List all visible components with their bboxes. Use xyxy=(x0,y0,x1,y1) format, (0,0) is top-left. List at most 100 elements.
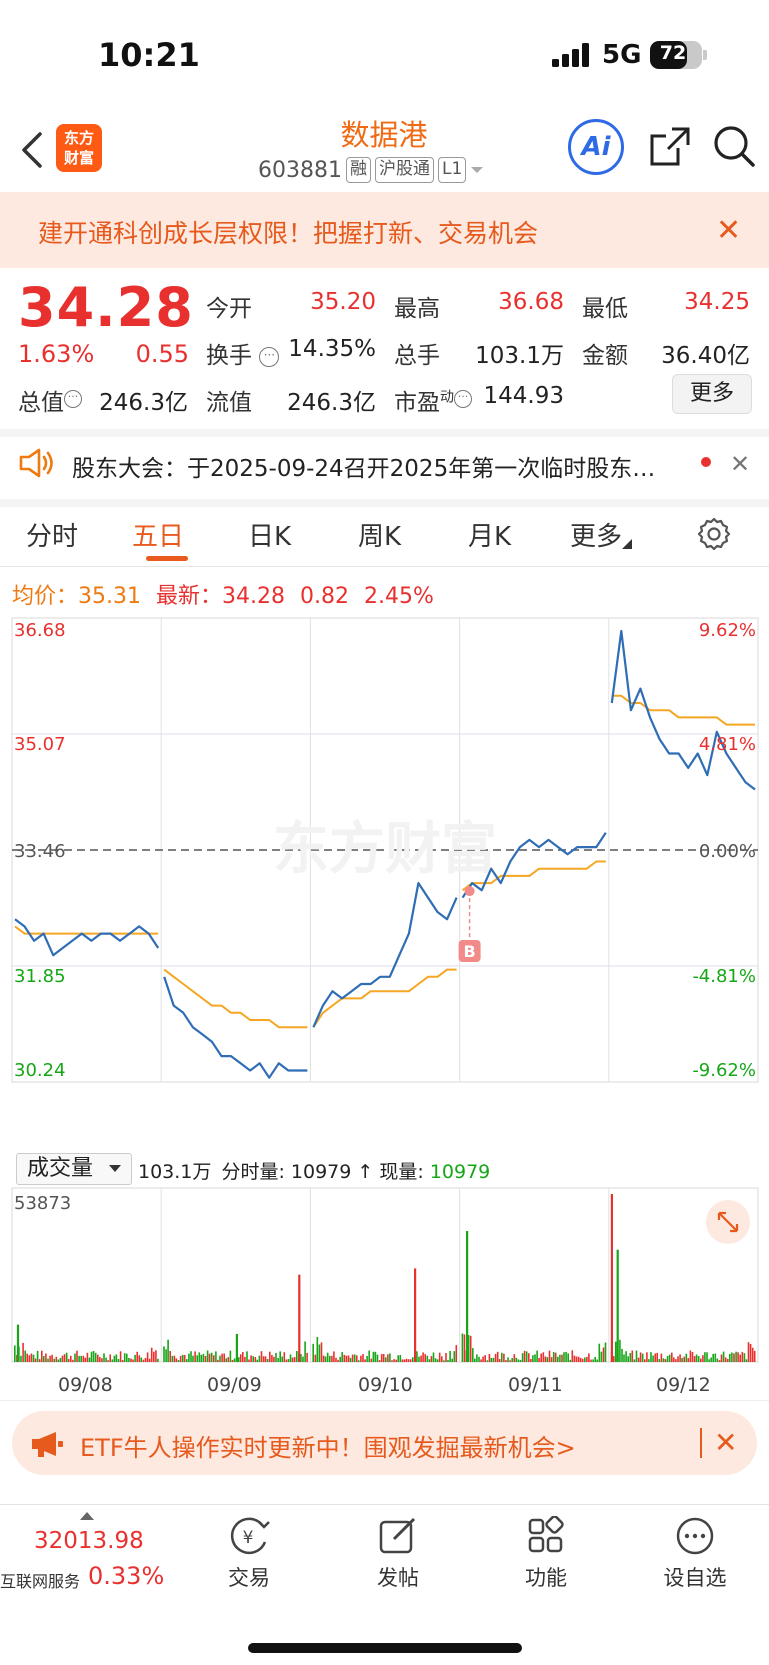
ai-button[interactable]: Ai xyxy=(568,119,624,175)
volume-bar xyxy=(105,1357,107,1362)
promo-banner[interactable] xyxy=(0,192,769,268)
five-day-chart[interactable]: 东方财富 B 36.68 9.62% 35.07 4.81% 33.46 0.00% 31.… xyxy=(0,610,769,1370)
volume-bar xyxy=(138,1355,141,1362)
volume-bar xyxy=(432,1352,435,1362)
indicator-select[interactable]: 成交量 xyxy=(16,1153,132,1185)
share-icon[interactable] xyxy=(648,126,692,168)
volume-bar xyxy=(351,1354,354,1362)
volume-bar xyxy=(405,1358,408,1362)
volume-bar xyxy=(420,1355,422,1362)
avg-line xyxy=(312,968,457,1028)
tab-weekly-k[interactable]: 周K xyxy=(358,522,402,552)
stock-name[interactable]: 数据港 xyxy=(340,118,428,152)
price-lines xyxy=(14,629,756,1079)
volume-bar xyxy=(70,1355,72,1362)
volume-bar xyxy=(20,1355,22,1362)
volume-bar xyxy=(662,1358,665,1362)
volume-bar xyxy=(702,1355,704,1362)
notice-close-button[interactable]: ✕ xyxy=(730,450,751,478)
volume-bar xyxy=(101,1358,103,1362)
corner-caret-icon xyxy=(622,539,633,549)
volume-bar xyxy=(244,1356,246,1362)
nav-watchlist[interactable]: 设自选 xyxy=(650,1516,740,1592)
pe-sup: 动 xyxy=(440,389,454,406)
avg-line xyxy=(461,860,606,892)
volume-bar xyxy=(385,1357,387,1362)
tab-daily-k[interactable]: 日K xyxy=(248,522,292,552)
volume-bar xyxy=(322,1355,325,1362)
volume-bar xyxy=(604,1342,607,1362)
volume-bar xyxy=(718,1360,721,1362)
tab-more[interactable]: 更多 xyxy=(570,516,633,553)
info-icon[interactable]: ··· xyxy=(64,390,82,408)
date-label: 09/12 xyxy=(656,1374,711,1396)
volume-bar xyxy=(358,1360,360,1362)
volume-bar xyxy=(250,1355,252,1362)
avg-value: 35.31 xyxy=(78,584,141,609)
stock-code-row[interactable]: 603881 融 沪股通 L1 xyxy=(258,157,484,183)
avg-lines xyxy=(14,694,755,1029)
volume-bar xyxy=(382,1354,385,1362)
y-tick-label-left: 30.24 xyxy=(14,1060,66,1081)
tab-intraday[interactable]: 分时 xyxy=(26,522,79,552)
latest-value: 34.28 xyxy=(222,584,285,609)
volume-bar xyxy=(287,1359,290,1362)
mktcap-label-text: 总值 xyxy=(18,390,64,416)
volume-bar xyxy=(43,1356,45,1362)
volume-bar xyxy=(264,1356,267,1362)
volume-bar xyxy=(115,1354,118,1362)
info-icon[interactable]: ··· xyxy=(259,347,280,367)
volume-bar xyxy=(434,1358,437,1362)
battery-icon: 72 xyxy=(650,41,702,69)
buy-marker-label: B xyxy=(463,942,475,961)
volume-bar xyxy=(318,1344,321,1362)
logo-line-1: 东方 xyxy=(63,129,94,147)
volume-bar xyxy=(438,1352,441,1362)
volume-bar xyxy=(99,1357,101,1362)
volume-bar xyxy=(45,1353,47,1362)
nav-functions[interactable]: 功能 xyxy=(501,1516,591,1592)
speaker-icon xyxy=(19,448,53,478)
etf-banner[interactable] xyxy=(12,1411,757,1475)
sector-index-name[interactable]: 互联网服务 xyxy=(0,1572,81,1591)
volume-bar xyxy=(333,1351,335,1362)
gear-icon[interactable] xyxy=(696,516,732,552)
more-button[interactable]: 更多 xyxy=(672,374,752,414)
volume-bar xyxy=(496,1351,499,1362)
volume-bar xyxy=(248,1359,250,1362)
volume-bar xyxy=(447,1360,449,1362)
sector-index-value[interactable]: 32013.98 xyxy=(34,1528,144,1554)
info-icon[interactable]: ··· xyxy=(454,390,472,408)
pe-label: 市盈动 ··· xyxy=(394,383,472,417)
nav-post[interactable]: 发帖 xyxy=(353,1516,443,1592)
divider xyxy=(0,1400,769,1401)
promo-close-button[interactable]: ✕ xyxy=(716,213,742,248)
etf-close-button[interactable]: ✕ xyxy=(714,1426,738,1459)
volume-bar xyxy=(534,1354,536,1362)
volume-bar xyxy=(339,1356,341,1362)
volume-bar xyxy=(594,1357,596,1362)
tab-five-day[interactable]: 五日 xyxy=(132,522,185,552)
back-icon[interactable] xyxy=(14,122,54,178)
volume-bar xyxy=(652,1355,654,1362)
nav-trade-label: 交易 xyxy=(228,1566,270,1590)
volume-bar xyxy=(260,1351,263,1362)
promo-text[interactable]: 建开通科创成长层权限！把握打新、交易机会 xyxy=(38,219,539,248)
sector-index-percent[interactable]: 0.33% xyxy=(88,1562,165,1590)
volume-bar xyxy=(397,1355,399,1362)
volume-bar xyxy=(219,1355,221,1362)
volume-bar xyxy=(61,1355,64,1362)
volume-bar xyxy=(376,1354,379,1362)
nav-trade[interactable]: ¥ 交易 xyxy=(204,1516,294,1592)
etf-banner-text[interactable]: ETF牛人操作实时更新中！围观发掘最新机会> xyxy=(80,1434,576,1462)
tab-monthly-k[interactable]: 月K xyxy=(468,522,512,552)
expand-up-icon[interactable] xyxy=(80,1512,94,1520)
volume-bar xyxy=(612,1356,615,1362)
search-icon[interactable] xyxy=(712,124,756,168)
volume-bar xyxy=(113,1355,116,1362)
y-tick-label-left: 31.85 xyxy=(14,966,66,987)
volume-bar xyxy=(697,1356,700,1362)
volume-bar xyxy=(128,1358,130,1362)
volume-bar xyxy=(366,1356,368,1362)
notice-text[interactable]: 股东大会：于2025-09-24召开2025年第一次临时股东大会 xyxy=(72,456,678,482)
